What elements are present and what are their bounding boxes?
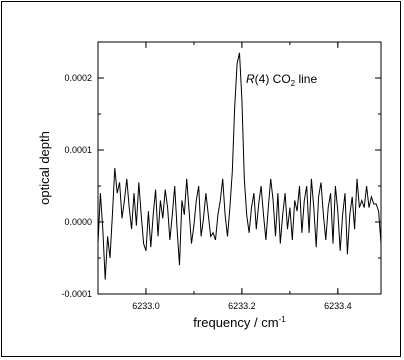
peak-annotation: R(4) CO2 line bbox=[246, 72, 317, 88]
annotation-italic: R bbox=[246, 72, 255, 86]
x-axis-title-text: frequency / cm bbox=[193, 315, 278, 330]
tick-labels: 6233.0 6233.2 6233.4 -0.0001 0.0000 0.0001 0.0… bbox=[61, 73, 351, 311]
figure-frame bbox=[1, 1, 401, 357]
x-tick-label: 6233.4 bbox=[324, 301, 352, 311]
plot-area-border bbox=[97, 41, 382, 295]
y-tick-label: 0.0001 bbox=[64, 145, 92, 155]
y-tick-label: 0.0002 bbox=[64, 73, 92, 83]
annotation-tail: line bbox=[295, 72, 317, 86]
x-tick-label: 6233.0 bbox=[132, 301, 160, 311]
y-axis-title: optical depth bbox=[37, 131, 52, 205]
y-tick-label: 0.0000 bbox=[64, 217, 92, 227]
axis-ticks bbox=[97, 41, 381, 295]
x-axis-title: frequency / cm-1 bbox=[193, 315, 286, 330]
annotation-mid: (4) CO bbox=[255, 72, 291, 86]
x-tick-label: 6233.2 bbox=[228, 301, 256, 311]
y-tick-label: -0.0001 bbox=[61, 289, 92, 299]
series-line-optical-depth bbox=[97, 52, 382, 280]
annotation-subscript: 2 bbox=[291, 79, 296, 88]
x-axis-title-superscript: -1 bbox=[279, 315, 287, 324]
